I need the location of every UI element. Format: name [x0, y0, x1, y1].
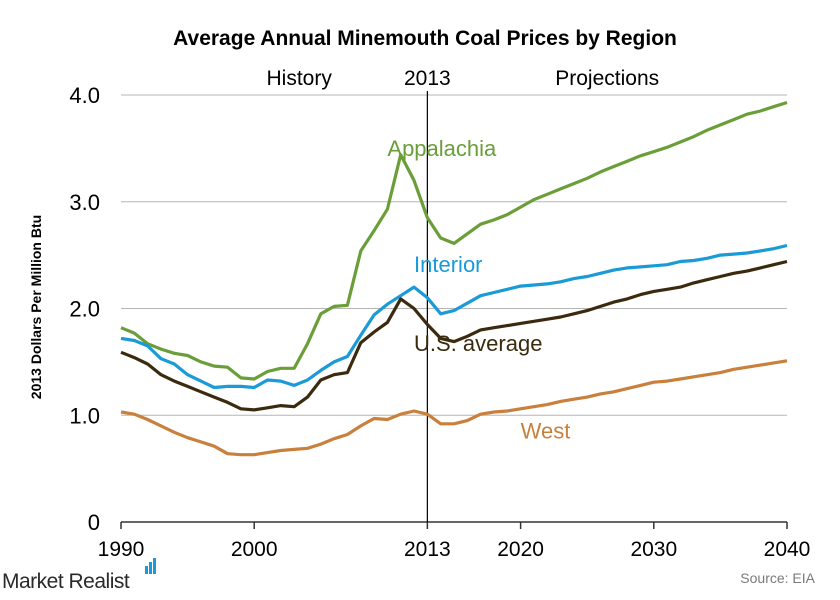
series-label-west: West — [521, 419, 571, 444]
x-tick-labels: 1990 2000 2013 2020 2030 2040 — [98, 522, 811, 561]
y-tick-label: 2.0 — [69, 297, 100, 322]
series-line-west — [120, 359, 788, 457]
gridlines — [121, 94, 787, 523]
y-tick-label: 3.0 — [69, 190, 100, 215]
series-line-appalachia — [120, 100, 788, 381]
series-label-interior: Interior — [414, 252, 482, 277]
brand-name: Market Realist — [2, 570, 130, 593]
series-lines — [120, 100, 788, 457]
history-label: History — [267, 67, 333, 90]
y-tick-label: 0 — [88, 510, 100, 535]
series-line-interior — [120, 243, 788, 390]
x-tick-label: 2013 — [404, 538, 451, 561]
x-tick-label: 1990 — [98, 538, 145, 561]
x-tick-label: 2030 — [630, 538, 677, 561]
x-tick-label: 2040 — [764, 538, 811, 561]
y-axis-label: 2013 Dollars Per Million Btu — [28, 215, 44, 399]
divider-label: 2013 — [404, 67, 451, 90]
y-tick-label: 1.0 — [69, 403, 100, 428]
x-tick-label: 2020 — [497, 538, 544, 561]
projections-label: Projections — [555, 67, 659, 90]
market-realist-logo: Market Realist — [2, 558, 156, 593]
source-note: Source: EIA — [740, 570, 815, 586]
series-labels: Appalachia Interior U.S. average West — [387, 136, 570, 444]
series-line-u-s-average — [120, 259, 788, 412]
series-label-appalachia: Appalachia — [387, 136, 497, 161]
y-tick-labels: 0 1.0 2.0 3.0 4.0 — [69, 83, 100, 535]
series-label-u-s-average: U.S. average — [414, 331, 542, 356]
y-tick-label: 4.0 — [69, 83, 100, 108]
bar-chart-icon — [145, 558, 156, 574]
x-tick-label: 2000 — [231, 538, 278, 561]
chart-title: Average Annual Minemouth Coal Prices by … — [173, 27, 677, 50]
